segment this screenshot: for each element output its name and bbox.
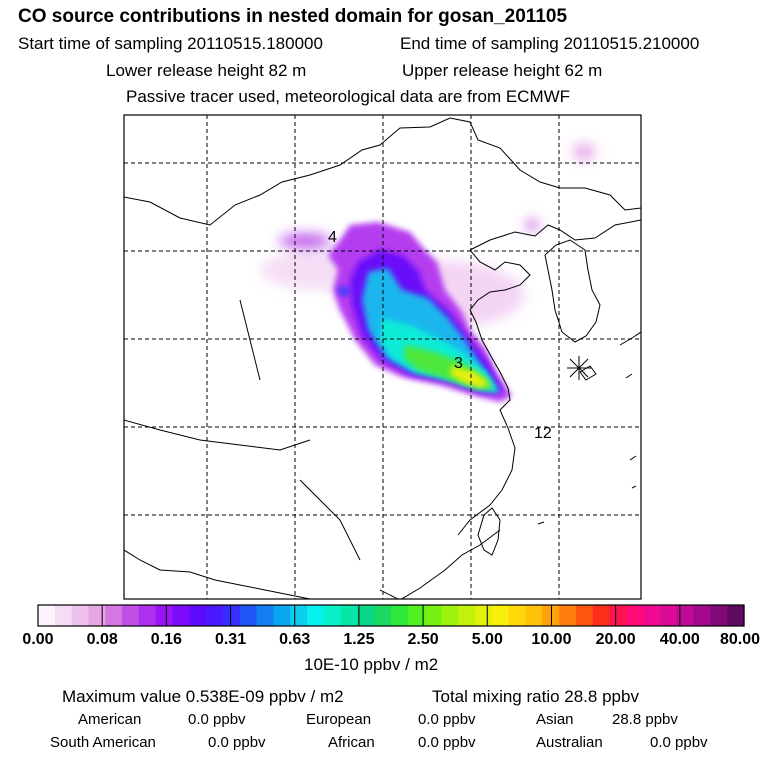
- colorbar-swatch: [172, 605, 190, 626]
- colorbar-swatch: [222, 605, 241, 626]
- colorbar-swatch: [441, 605, 459, 626]
- colorbar-swatch: [475, 605, 493, 626]
- colorbar-label: 80.00: [719, 631, 761, 648]
- figure-title: CO source contributions in nested domain…: [18, 6, 568, 27]
- colorbar-label: 0.16: [150, 631, 182, 648]
- colorbar-swatch: [88, 605, 106, 626]
- colorbar-label: 2.50: [407, 631, 439, 648]
- colorbar-label: 40.00: [659, 631, 700, 648]
- start-time: Start time of sampling 20110515.180000: [18, 34, 323, 53]
- african-value: 0.0 ppbv: [418, 734, 476, 751]
- colorbar-swatch: [424, 605, 443, 626]
- colorbar-label: 5.00: [471, 631, 503, 648]
- colorbar-swatch: [155, 605, 174, 626]
- colorbar-swatch: [491, 605, 510, 626]
- colorbar-swatch: [727, 605, 745, 626]
- colorbar: [37, 604, 745, 627]
- colorbar-swatch: [508, 605, 527, 626]
- colorbar-swatch: [626, 605, 644, 626]
- australian-value: 0.0 ppbv: [650, 734, 708, 751]
- colorbar-swatch: [323, 605, 342, 626]
- marker-label-12: 12: [534, 425, 552, 442]
- asian-value: 28.8 ppbv: [612, 711, 678, 728]
- colorbar-swatch: [340, 605, 358, 626]
- colorbar-swatch: [710, 605, 728, 626]
- colorbar-swatch: [391, 605, 409, 626]
- colorbar-swatch: [239, 605, 258, 626]
- colorbar-swatch: [525, 605, 543, 626]
- colorbar-swatch: [189, 605, 207, 626]
- colorbar-swatch: [357, 605, 375, 626]
- concentration-plume: [260, 143, 596, 402]
- graticule: [124, 115, 641, 599]
- european-label: European: [306, 711, 372, 728]
- colorbar-label: 0.00: [22, 631, 54, 648]
- asterisk-marker: [567, 356, 591, 380]
- lower-release-height: Lower release height 82 m: [106, 61, 307, 80]
- colorbar-swatch: [54, 605, 73, 626]
- south-american-label: South American: [50, 734, 156, 751]
- colorbar-swatch: [559, 605, 577, 626]
- tracer-note: Passive tracer used, meteorological data…: [126, 87, 571, 106]
- colorbar-label: 0.31: [214, 631, 247, 648]
- colorbar-swatch: [105, 605, 123, 626]
- african-label: African: [328, 734, 375, 751]
- south-american-value: 0.0 ppbv: [208, 734, 266, 751]
- asian-label: Asian: [536, 711, 574, 728]
- colorbar-label: 1.25: [343, 631, 375, 648]
- total-mixing-ratio: Total mixing ratio 28.8 ppbv: [432, 687, 639, 706]
- colorbar-swatch: [643, 605, 661, 626]
- colorbar-swatch: [575, 605, 594, 626]
- colorbar-swatch: [659, 605, 678, 626]
- marker-label-4: 4: [328, 229, 337, 246]
- upper-release-height: Upper release height 62 m: [402, 61, 603, 80]
- american-label: American: [78, 711, 142, 728]
- colorbar-swatch: [306, 605, 325, 626]
- coastlines: [124, 117, 641, 599]
- colorbar-label: 0.63: [279, 631, 311, 648]
- colorbar-units: 10E-10 ppbv / m2: [304, 655, 439, 674]
- colorbar-swatch: [609, 605, 627, 626]
- colorbar-swatch: [71, 605, 90, 626]
- maximum-value: Maximum value 0.538E-09 ppbv / m2: [62, 687, 344, 706]
- colorbar-swatch: [458, 605, 476, 626]
- european-value: 0.0 ppbv: [418, 711, 476, 728]
- map-frame: [123, 114, 642, 600]
- colorbar-swatch: [290, 605, 308, 626]
- colorbar-label: 0.08: [86, 631, 118, 648]
- end-time: End time of sampling 20110515.210000: [400, 34, 700, 53]
- colorbar-swatch: [676, 605, 695, 626]
- colorbar-swatch: [592, 605, 611, 626]
- colorbar-label: 10.00: [531, 631, 572, 648]
- colorbar-swatch: [38, 605, 56, 626]
- colorbar-swatch: [407, 605, 426, 626]
- colorbar-swatch: [693, 605, 711, 626]
- australian-label: Australian: [536, 734, 603, 751]
- colorbar-swatch: [206, 605, 224, 626]
- american-value: 0.0 ppbv: [188, 711, 246, 728]
- colorbar-label: 20.00: [595, 631, 636, 648]
- colorbar-swatch: [273, 605, 291, 626]
- marker-label-3: 3: [454, 355, 463, 372]
- colorbar-frame: [37, 604, 745, 627]
- colorbar-swatch: [122, 605, 140, 626]
- colorbar-swatch: [138, 605, 157, 626]
- colorbar-swatch: [374, 605, 392, 626]
- colorbar-swatch: [256, 605, 274, 626]
